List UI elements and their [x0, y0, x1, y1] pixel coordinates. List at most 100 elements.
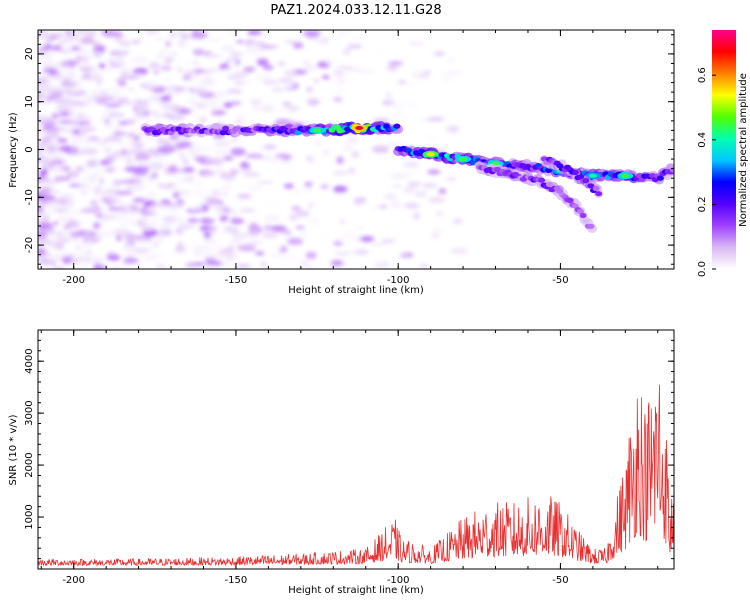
- noise-speckle: [358, 69, 376, 74]
- noise-speckle: [240, 208, 256, 213]
- noise-speckle: [52, 160, 65, 166]
- noise-speckle: [418, 74, 430, 79]
- noise-speckle: [214, 55, 226, 62]
- noise-speckle: [76, 183, 94, 191]
- noise-speckle: [244, 169, 254, 175]
- noise-speckle: [355, 265, 364, 269]
- noise-speckle: [70, 103, 87, 112]
- noise-speckle: [38, 222, 53, 229]
- noise-speckle: [295, 187, 307, 195]
- noise-speckle: [38, 145, 53, 150]
- noise-speckle: [155, 263, 168, 269]
- ridge-core: [393, 123, 401, 129]
- noise-speckle: [197, 249, 209, 254]
- noise-speckle: [63, 40, 80, 47]
- noise-speckle: [45, 133, 62, 138]
- noise-speckle: [336, 156, 344, 165]
- noise-speckle: [354, 38, 367, 42]
- noise-speckle: [94, 212, 104, 219]
- noise-speckle: [120, 41, 131, 47]
- noise-speckle: [374, 261, 391, 268]
- colorbar: 0.0 0.2 0.4 0.6 Normalized spectral amplitu…: [697, 30, 749, 277]
- noise-speckle: [190, 31, 208, 39]
- noise-speckle: [378, 204, 388, 209]
- noise-speckle: [428, 47, 445, 54]
- spectrogram-ytick-label: 20: [24, 48, 35, 61]
- noise-speckle: [66, 128, 75, 134]
- noise-speckle: [177, 172, 188, 181]
- noise-speckle: [391, 184, 403, 189]
- noise-speckle: [140, 226, 155, 231]
- noise-speckle: [112, 179, 123, 187]
- noise-speckle: [109, 198, 122, 204]
- noise-speckle: [142, 40, 152, 48]
- spectrogram-xtick-label: -50: [552, 275, 568, 286]
- noise-speckle: [295, 210, 310, 217]
- noise-speckle: [418, 119, 428, 123]
- noise-speckle: [388, 61, 404, 65]
- noise-speckle: [319, 36, 330, 45]
- ridge-core: [545, 181, 553, 187]
- noise-speckle: [405, 184, 418, 193]
- noise-speckle: [295, 225, 306, 230]
- noise-speckle: [203, 231, 211, 238]
- noise-speckle: [325, 187, 334, 193]
- noise-speckle: [96, 98, 108, 105]
- noise-speckle: [80, 208, 95, 213]
- noise-speckle: [79, 37, 96, 45]
- noise-speckle: [282, 255, 298, 261]
- noise-speckle: [113, 150, 120, 157]
- noise-speckle: [445, 177, 457, 181]
- noise-speckle: [71, 70, 78, 77]
- noise-speckle: [242, 258, 260, 263]
- noise-speckle: [370, 205, 379, 211]
- noise-speckle: [92, 35, 103, 42]
- noise-speckle: [101, 227, 113, 234]
- noise-speckle: [39, 46, 56, 50]
- noise-speckle: [246, 153, 263, 159]
- noise-speckle: [450, 247, 469, 255]
- noise-speckle: [272, 87, 284, 92]
- noise-speckle: [93, 263, 103, 269]
- noise-speckle: [306, 35, 319, 40]
- colorbar-tick-label: 0.0: [697, 261, 708, 277]
- noise-speckle: [224, 93, 241, 100]
- noise-speckle: [38, 57, 56, 65]
- noise-speckle: [385, 143, 404, 147]
- noise-speckle: [213, 168, 227, 174]
- noise-speckle: [305, 75, 313, 82]
- noise-speckle: [44, 155, 57, 160]
- noise-speckle: [124, 232, 137, 241]
- noise-speckle: [164, 93, 173, 97]
- noise-speckle: [169, 33, 177, 38]
- noise-speckle: [75, 220, 85, 227]
- noise-speckle: [212, 192, 230, 197]
- noise-speckle: [247, 30, 262, 36]
- noise-speckle: [38, 37, 48, 42]
- noise-speckle: [422, 182, 438, 189]
- noise-speckle: [343, 229, 357, 238]
- noise-speckle: [38, 115, 48, 121]
- noise-speckle: [256, 57, 269, 66]
- noise-speckle: [315, 139, 322, 147]
- noise-speckle: [262, 64, 274, 71]
- noise-speckle: [186, 58, 194, 66]
- noise-speckle: [78, 130, 87, 134]
- noise-speckle: [64, 263, 77, 268]
- noise-speckle: [371, 145, 390, 154]
- noise-speckle: [194, 101, 205, 107]
- noise-speckle: [246, 42, 263, 50]
- snr-ytick-label: 1000: [24, 504, 35, 529]
- noise-speckle: [62, 71, 71, 76]
- noise-speckle: [332, 185, 348, 193]
- noise-speckle: [125, 119, 136, 125]
- noise-speckle: [172, 105, 181, 113]
- noise-speckle: [106, 98, 121, 104]
- noise-speckle: [387, 65, 398, 71]
- noise-speckle: [160, 66, 173, 71]
- noise-speckle: [104, 69, 113, 74]
- ridge-core: [587, 223, 595, 229]
- noise-speckle: [89, 256, 105, 264]
- noise-speckle: [228, 206, 237, 213]
